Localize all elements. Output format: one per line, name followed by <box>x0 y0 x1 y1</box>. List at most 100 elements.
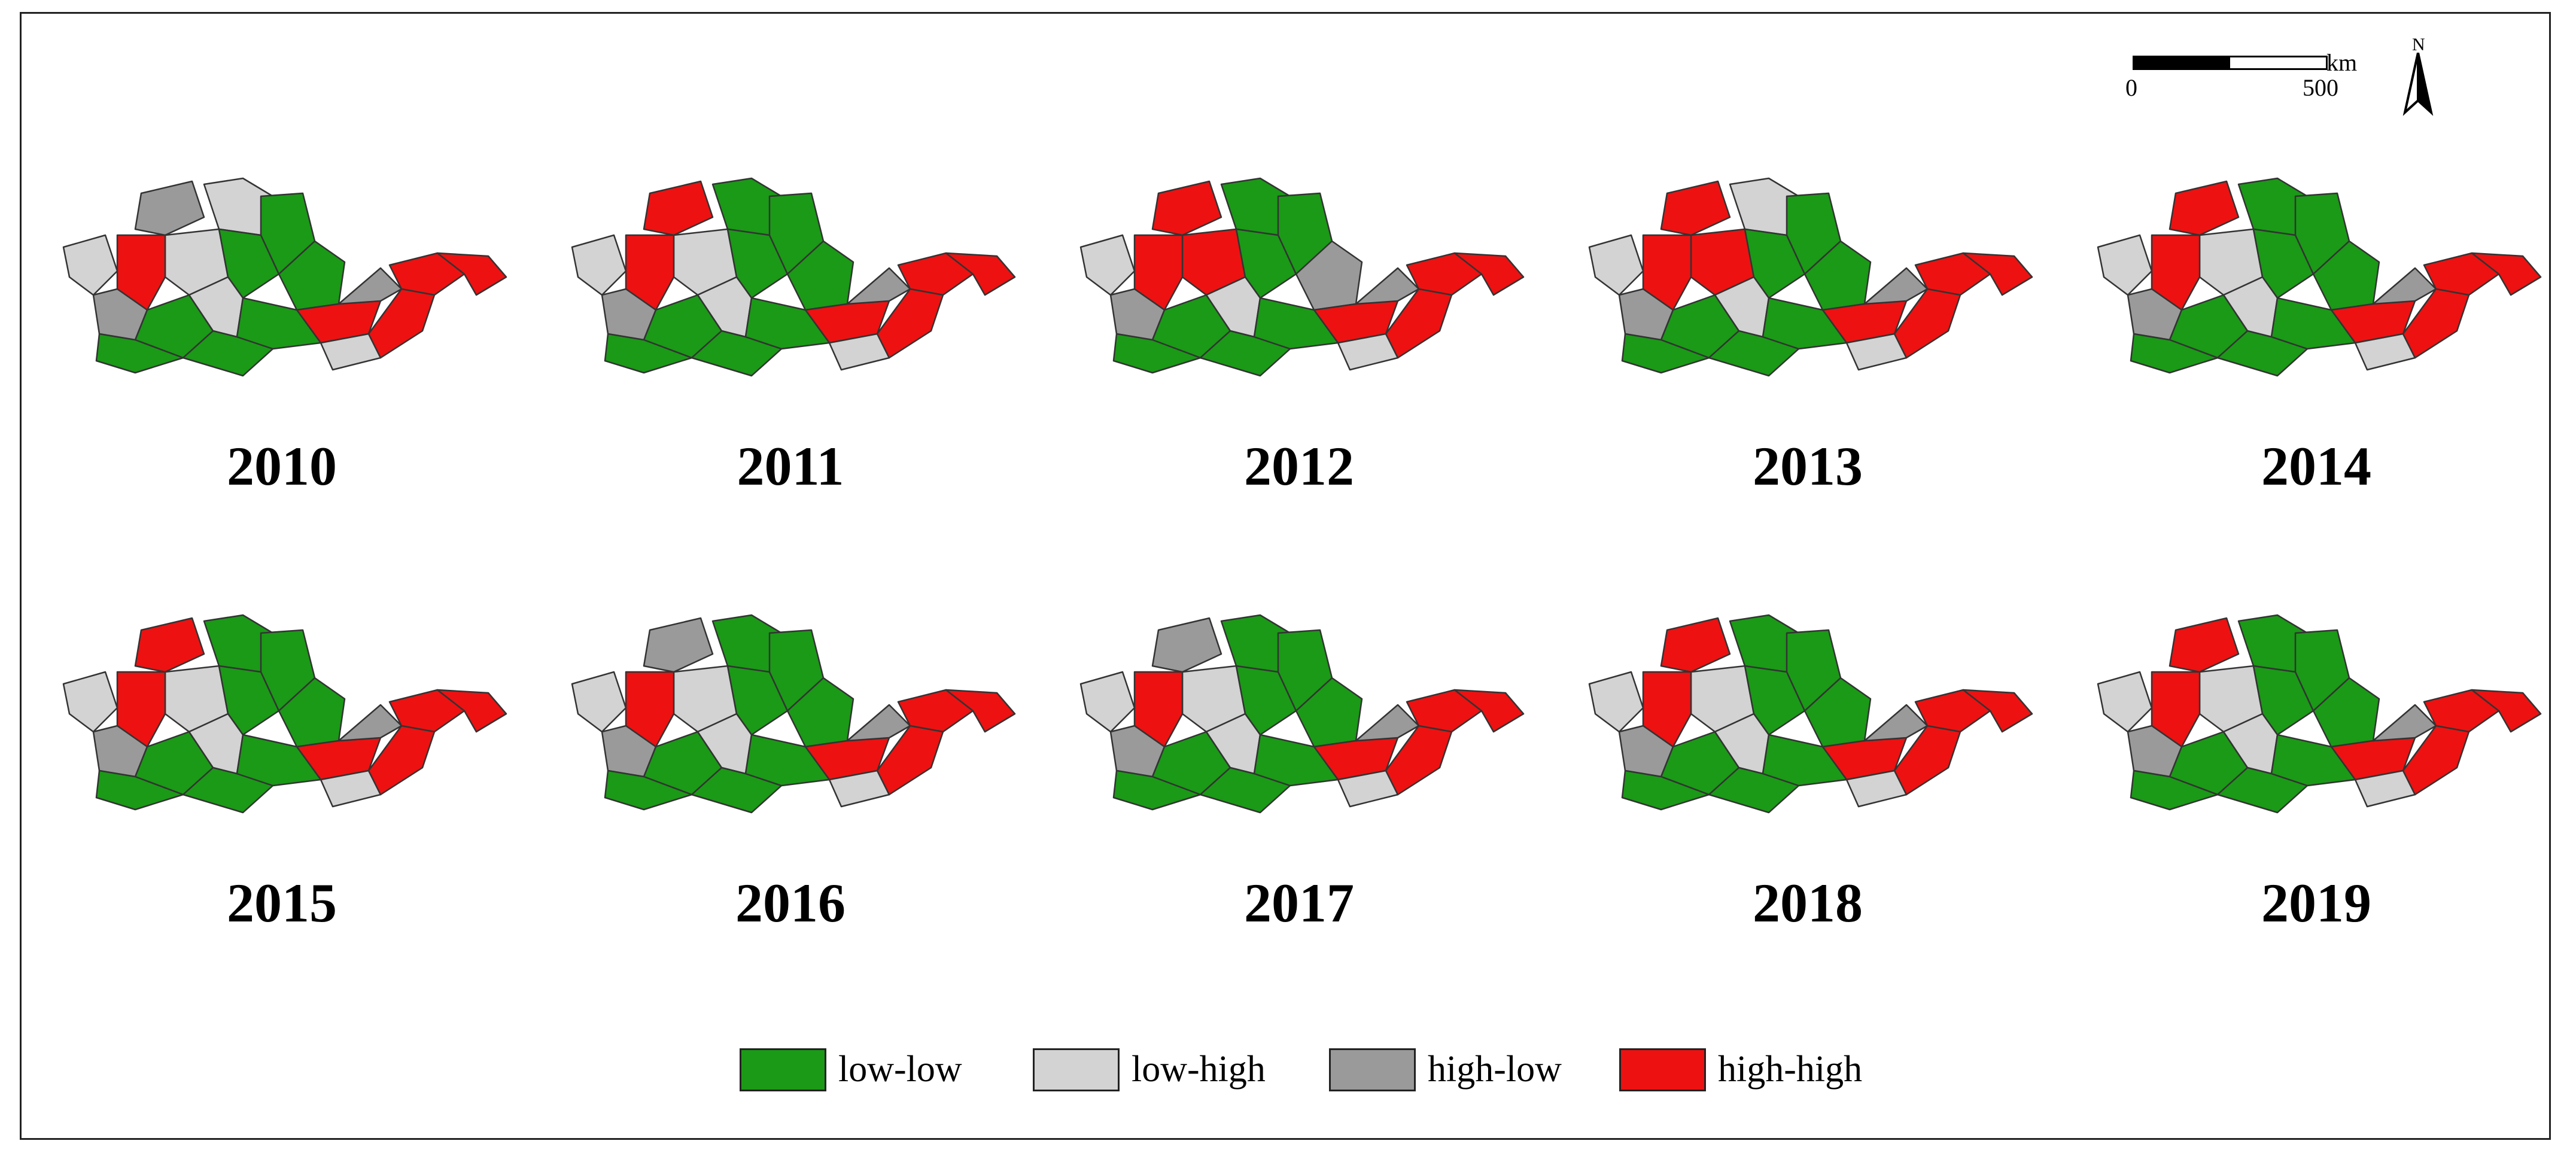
legend-label-high-low: high-low <box>1428 1049 1562 1090</box>
region-6-low-low <box>1235 665 1297 736</box>
region-8-low-low <box>1295 677 1363 748</box>
region-9-high-high <box>1914 689 1991 733</box>
year-label-2019: 2019 <box>2261 872 2371 933</box>
region-9-high-high <box>2423 252 2500 296</box>
region-19-high-high <box>2402 288 2470 359</box>
region-1-high-low <box>1151 617 1222 673</box>
region-17-high-high <box>2471 252 2542 296</box>
north-arrow: N <box>2400 35 2436 116</box>
year-label-2010: 2010 <box>227 436 337 497</box>
region-9-high-high <box>897 689 974 733</box>
map-2011 <box>571 177 1016 377</box>
map-panel-2014: 2014 <box>2080 151 2553 558</box>
legend: low-low low-high high-low high-high <box>740 1040 1936 1100</box>
region-6-low-low <box>1744 228 1806 299</box>
region-5-low-high <box>1079 234 1136 296</box>
north-arrow-icon <box>2402 53 2434 116</box>
region-20-low-low <box>2130 333 2219 374</box>
region-16-low-low <box>1762 734 1848 787</box>
region-9-high-high <box>388 252 466 296</box>
scale-bar-white-segment <box>2228 56 2328 70</box>
map-panel-2010: 2010 <box>45 151 518 558</box>
region-1-high-high <box>1660 180 1731 236</box>
region-8-low-low <box>278 677 346 748</box>
region-19-high-high <box>367 288 436 359</box>
map-panel-2015: 2015 <box>45 588 518 995</box>
region-4-high-high <box>625 671 675 748</box>
year-label-2013: 2013 <box>1753 436 1863 497</box>
region-4-high-high <box>1642 234 1692 311</box>
region-8-high-low <box>1295 240 1363 311</box>
region-16-low-low <box>2270 734 2356 787</box>
region-15-high-low <box>2372 704 2437 742</box>
region-4-high-high <box>116 234 166 311</box>
region-8-low-low <box>278 240 346 311</box>
region-6-low-low <box>218 228 280 299</box>
region-19-high-high <box>1893 725 1961 796</box>
legend-label-low-low: low-low <box>838 1049 962 1090</box>
north-label: N <box>2412 35 2425 54</box>
region-1-high-high <box>2169 617 2240 673</box>
region-17-high-high <box>1453 689 1525 733</box>
map-2012 <box>1079 177 1525 377</box>
legend-swatch-high-low <box>1329 1048 1416 1091</box>
map-2019 <box>2097 614 2542 814</box>
scale-bar: km 0 500 <box>2110 38 2409 115</box>
region-1-high-high <box>1151 180 1222 236</box>
year-label-2018: 2018 <box>1753 872 1863 933</box>
region-20-low-low <box>95 769 184 811</box>
region-16-low-low <box>744 297 831 350</box>
map-2016 <box>571 614 1016 814</box>
region-19-high-high <box>1385 288 1453 359</box>
region-16-low-low <box>1253 734 1339 787</box>
map-2018 <box>1588 614 2033 814</box>
region-16-low-low <box>2270 297 2356 350</box>
region-5-low-high <box>1588 671 1644 733</box>
region-9-high-high <box>2423 689 2500 733</box>
region-9-high-high <box>1406 252 1483 296</box>
region-5-low-high <box>571 234 627 296</box>
region-1-high-high <box>1660 617 1731 673</box>
year-label-2017: 2017 <box>1244 872 1354 933</box>
region-20-low-low <box>604 333 693 374</box>
region-16-low-low <box>1762 297 1848 350</box>
region-20-low-low <box>1112 333 1202 374</box>
region-5-low-high <box>62 671 118 733</box>
region-4-high-high <box>1642 671 1692 748</box>
region-16-low-low <box>236 297 322 350</box>
region-8-low-low <box>1803 240 1872 311</box>
map-panel-2016: 2016 <box>554 588 1027 995</box>
region-19-high-high <box>1385 725 1453 796</box>
scale-tick-end: 500 <box>2303 74 2338 101</box>
map-2010 <box>62 177 507 377</box>
year-label-2012: 2012 <box>1244 436 1354 497</box>
region-17-high-high <box>945 252 1016 296</box>
region-15-high-low <box>2372 267 2437 305</box>
map-panel-2018: 2018 <box>1571 588 2044 995</box>
region-8-low-low <box>786 677 854 748</box>
year-label-2014: 2014 <box>2261 436 2371 497</box>
map-2015 <box>62 614 507 814</box>
region-6-low-low <box>2252 665 2315 736</box>
year-label-2015: 2015 <box>227 872 337 933</box>
map-2013 <box>1588 177 2033 377</box>
region-17-high-high <box>2471 689 2542 733</box>
region-6-low-low <box>726 228 789 299</box>
region-15-high-low <box>846 267 911 305</box>
legend-label-low-high: low-high <box>1132 1049 1266 1090</box>
region-4-high-high <box>116 671 166 748</box>
region-15-high-low <box>1355 267 1420 305</box>
region-9-high-high <box>1406 689 1483 733</box>
region-17-high-high <box>945 689 1016 733</box>
region-1-high-high <box>134 617 205 673</box>
map-panel-2019: 2019 <box>2080 588 2553 995</box>
region-20-low-low <box>1621 769 1710 811</box>
region-15-high-low <box>337 267 403 305</box>
region-15-high-low <box>1355 704 1420 742</box>
region-6-low-low <box>218 665 280 736</box>
region-4-high-high <box>1133 234 1184 311</box>
region-5-low-high <box>1079 671 1136 733</box>
region-4-high-high <box>2151 671 2201 748</box>
region-5-low-high <box>2097 234 2153 296</box>
region-20-low-low <box>604 769 693 811</box>
